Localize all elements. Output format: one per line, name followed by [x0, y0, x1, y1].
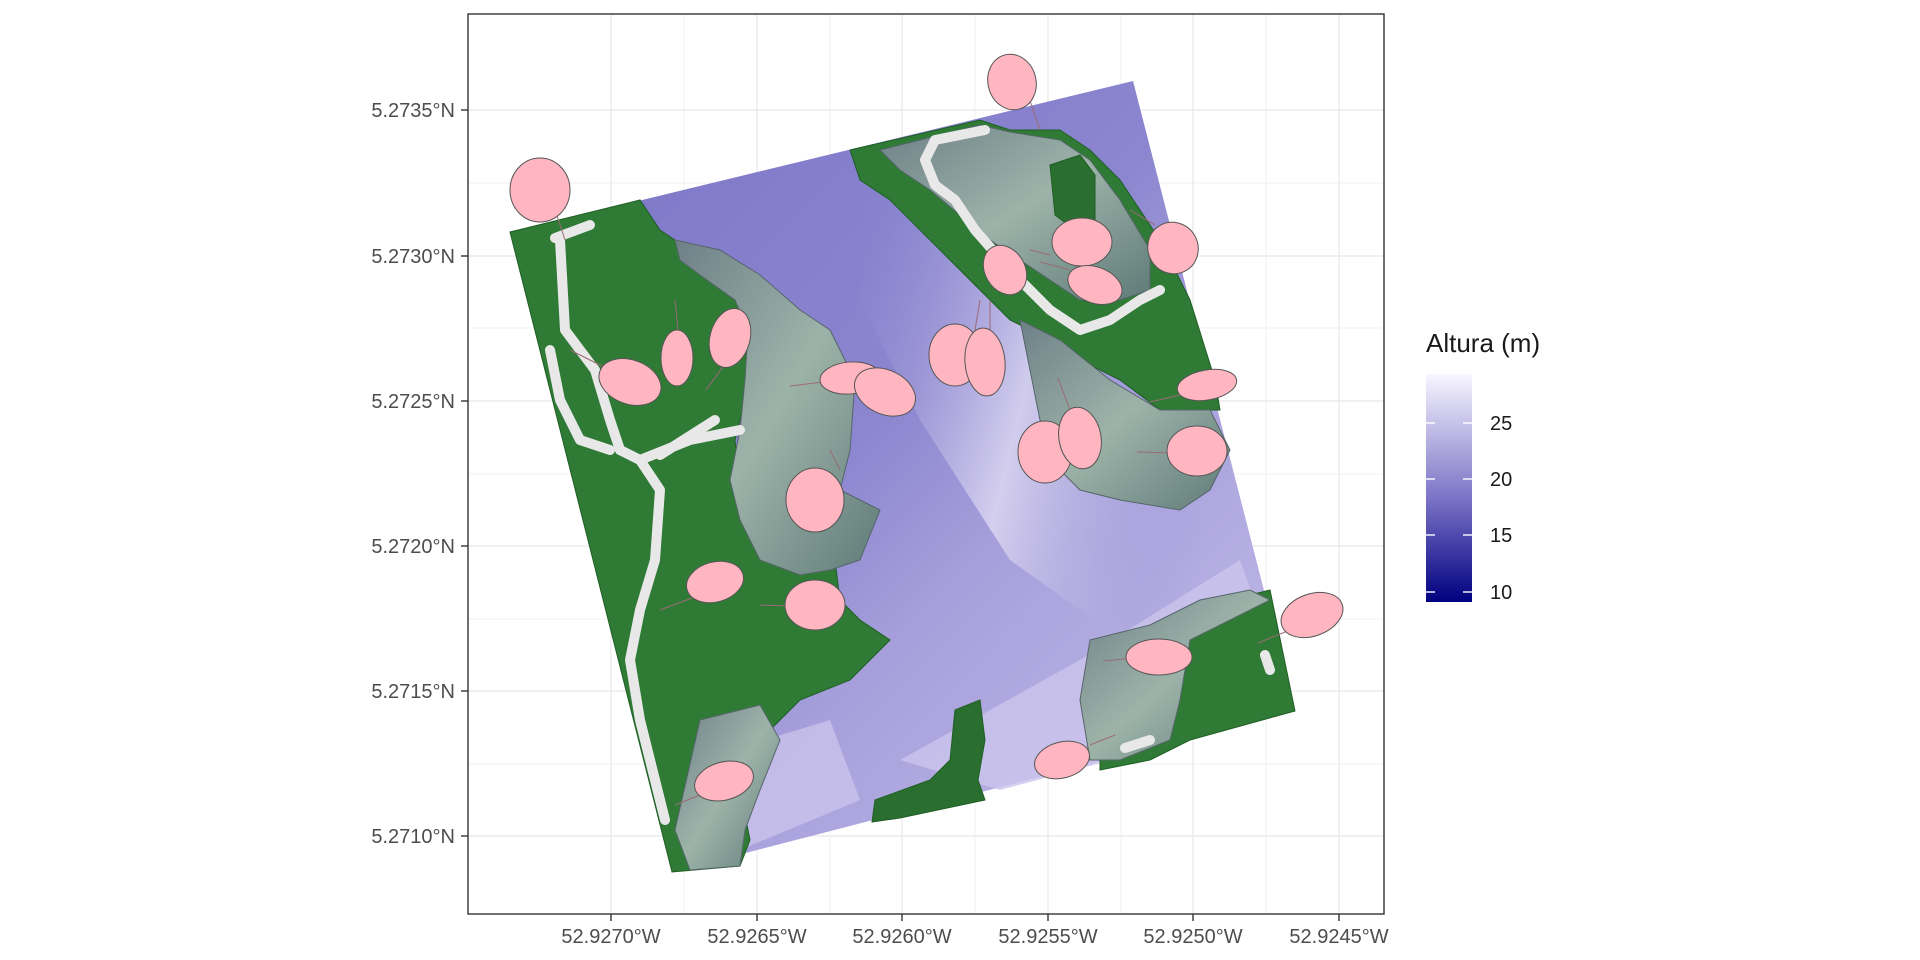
- y-tick-label: 5.2720°N: [371, 536, 455, 558]
- x-tick-label: 52.9265°W: [707, 926, 806, 948]
- x-tick-label: 52.9270°W: [561, 926, 660, 948]
- tree-crown: [987, 53, 1037, 111]
- tree-crown: [1147, 221, 1199, 275]
- y-tick-label: 5.2710°N: [371, 826, 455, 848]
- tree-crown: [1280, 591, 1344, 639]
- tree-crown: [1176, 368, 1238, 402]
- legend-label: 25: [1490, 413, 1512, 435]
- x-axis: 52.9270°W 52.9265°W 52.9260°W 52.9255°W …: [561, 914, 1389, 948]
- tree-crown: [1034, 740, 1090, 780]
- tree-crown: [964, 327, 1006, 397]
- tree-crown: [1067, 265, 1123, 305]
- tree-crown: [1058, 406, 1102, 470]
- tree-crown: [598, 358, 662, 406]
- x-tick-label: 52.9250°W: [1143, 926, 1242, 948]
- tree-crown: [686, 560, 744, 604]
- tree-crown: [660, 329, 694, 387]
- y-tick-label: 5.2725°N: [371, 391, 455, 413]
- tree-crown: [854, 367, 916, 417]
- y-axis: 5.2735°N 5.2730°N 5.2725°N 5.2720°N 5.27…: [371, 100, 468, 848]
- tree-crowns: [509, 53, 1344, 806]
- tree-crown: [708, 308, 752, 368]
- x-tick-label: 52.9255°W: [998, 926, 1097, 948]
- legend-label: 15: [1490, 525, 1512, 547]
- legend-label: 20: [1490, 469, 1512, 491]
- forest-south-patch: [871, 699, 986, 823]
- plot-panel-border: [467, 13, 1385, 915]
- tree-crown: [784, 579, 846, 631]
- tree-crown: [785, 467, 845, 533]
- tree-crown: [509, 157, 571, 223]
- legend-title: Altura (m): [1426, 328, 1540, 358]
- tree-crown: [982, 244, 1028, 296]
- x-tick-label: 52.9245°W: [1289, 926, 1388, 948]
- tree-crown: [1125, 638, 1193, 676]
- y-tick-label: 5.2735°N: [371, 100, 455, 122]
- tree-crown: [1166, 425, 1228, 477]
- legend: Altura (m) 25 20 15 10: [1426, 328, 1540, 604]
- x-tick-label: 52.9260°W: [852, 926, 951, 948]
- legend-label: 10: [1490, 582, 1512, 604]
- legend-colorbar: [1426, 374, 1472, 602]
- y-tick-label: 5.2730°N: [371, 246, 455, 268]
- tree-crown: [694, 760, 754, 802]
- tree-crown: [1051, 217, 1113, 267]
- y-tick-label: 5.2715°N: [371, 681, 455, 703]
